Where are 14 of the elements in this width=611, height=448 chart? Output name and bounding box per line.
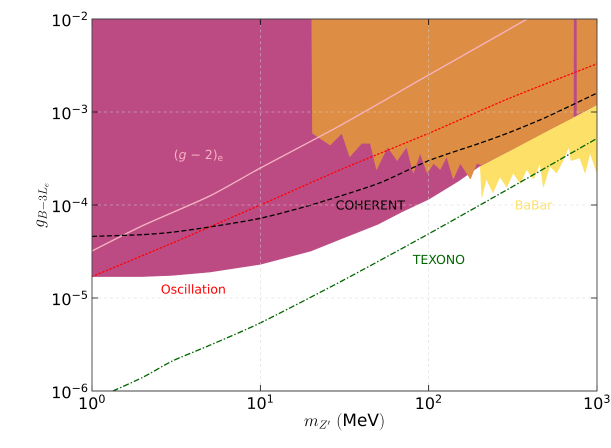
series-label: BaBar	[516, 200, 552, 210]
series-label: TEXONO	[412, 254, 464, 264]
series-label: COHERENT	[336, 200, 405, 210]
y-axis-title: $g_{B-3L_e}$	[36, 183, 48, 228]
x-axis-title: $m_{Z'}\ \mathrm{(MeV)}$	[304, 413, 384, 430]
y-tick-label: 10$^{−4}$	[53, 198, 88, 212]
x-tick-label: 10$^{2}$	[416, 394, 441, 410]
y-tick-label: 10$^{−5}$	[53, 290, 88, 306]
x-tick-label: 10$^{3}$	[584, 394, 610, 410]
y-tick-label: 10$^{−3}$	[53, 104, 88, 120]
series-label: (g − 2)$_{e}$	[174, 150, 223, 162]
text: Oscillation	[162, 284, 225, 294]
y-tick-label: 10$^{−2}$	[53, 12, 87, 26]
x-tick-label: 10$^{1}$	[248, 394, 273, 410]
